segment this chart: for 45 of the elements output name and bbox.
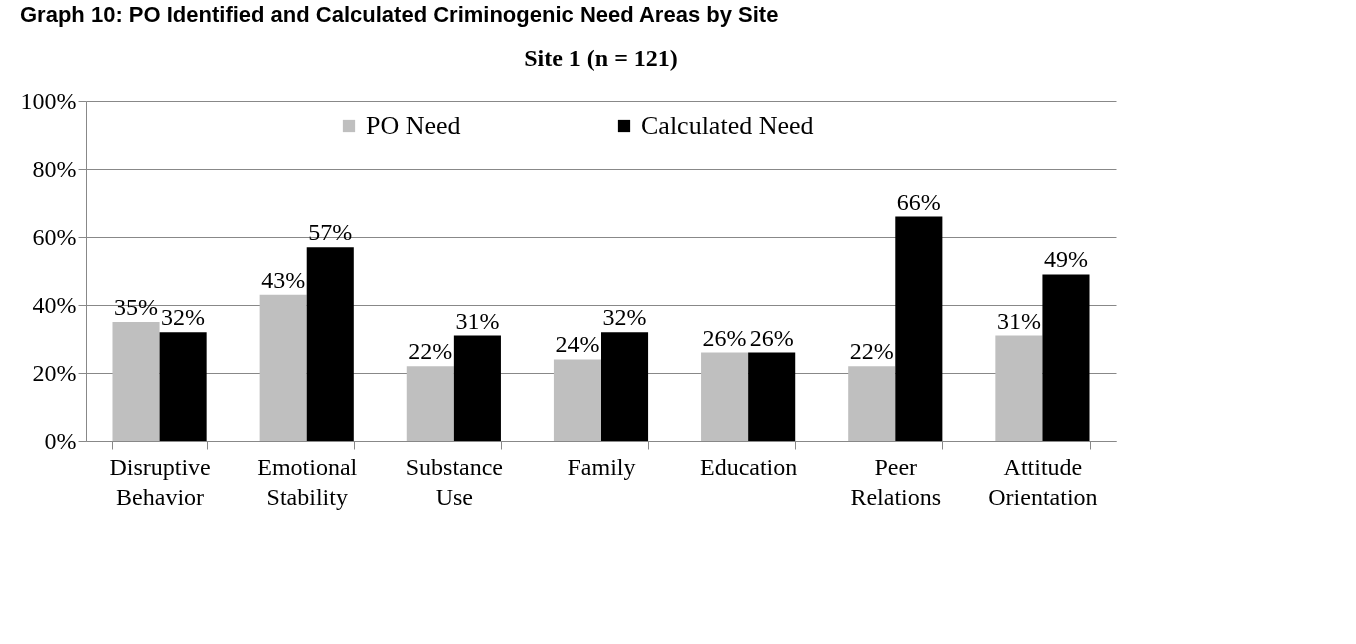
x-tick-label: Attitude Orientation [988,453,1098,510]
bar [553,359,601,441]
data-label: 24% [555,331,600,358]
bar [306,247,354,441]
x-tick-label: Family [567,453,636,480]
x-tick-label: Peer Relations [850,453,942,510]
y-tick-label: 40% [32,291,77,318]
bar [701,352,749,441]
data-label: 35% [114,294,159,320]
data-label: 31% [455,307,500,334]
chart-subtitle: Site 1 (n = 121) [524,45,678,71]
bar [259,294,307,441]
data-label: 26% [702,324,747,351]
bar [159,332,207,441]
x-tick-label: Substance Use [405,453,504,510]
x-tick-label: Disruptive Behavior [109,453,211,510]
y-tick-label: 0% [44,427,77,454]
bar [895,216,943,441]
data-label: 22% [408,338,453,365]
y-tick-label: 80% [32,155,77,182]
y-tick-label: 60% [32,223,77,250]
y-tick-label: 20% [32,359,77,386]
x-tick-label: Education [699,453,798,480]
bar [1042,274,1090,441]
data-label: 43% [261,266,306,293]
data-label: 26% [749,324,794,351]
bar [453,335,501,441]
bar [848,366,896,441]
y-tick-label: 100% [20,87,77,114]
legend-label: PO Need [366,111,461,140]
data-label: 32% [161,304,206,331]
bar [748,352,796,441]
data-label: 22% [849,338,894,365]
data-label: 57% [308,219,353,246]
data-label: 49% [1043,246,1088,273]
chart-title: Graph 10: PO Identified and Calculated Criminogenic Need Areas by Site [20,2,779,27]
bar [406,366,454,441]
legend-label: Calculated Need [641,111,814,140]
x-tick-label: Emotional Stability [257,453,358,510]
bar [112,322,160,441]
data-label: 66% [896,188,941,215]
bar [601,332,649,441]
data-label: 32% [602,304,647,331]
data-label: 31% [996,307,1041,334]
bar [995,335,1043,441]
